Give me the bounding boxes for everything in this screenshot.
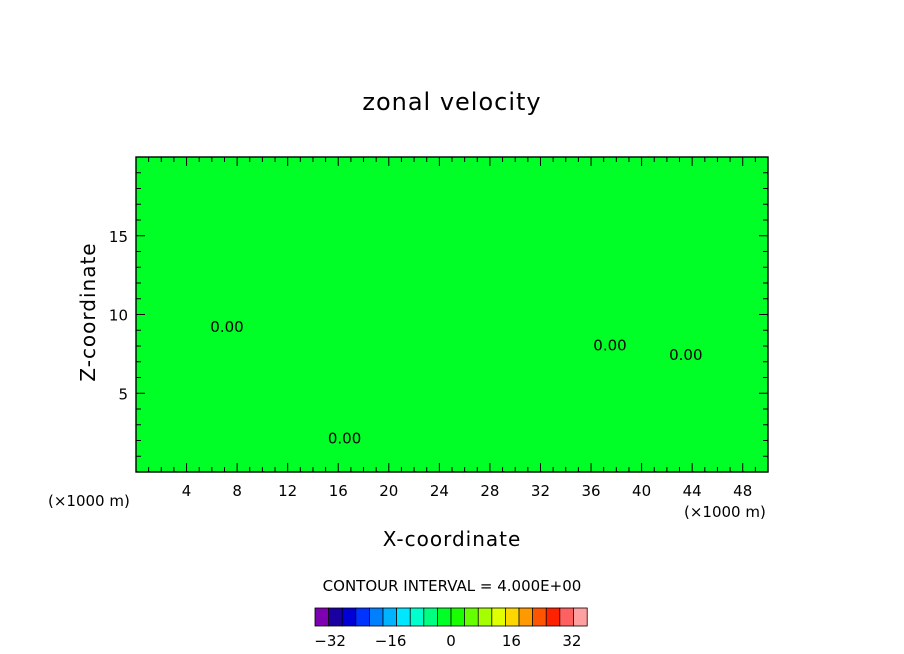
- field-background: [136, 157, 768, 472]
- colorbar-swatch: [368, 607, 384, 627]
- colorbar-swatch: [341, 607, 357, 627]
- colorbar-tick-label: −16: [375, 632, 407, 650]
- y-axis: 5 10 15: [109, 172, 768, 457]
- x-tick-label: 32: [531, 482, 550, 500]
- colorbar-swatch: [396, 607, 411, 627]
- x-tick-label: 20: [379, 482, 398, 500]
- colorbar-swatch: [573, 607, 588, 627]
- colorbar-tick-label: 0: [446, 632, 456, 650]
- x-tick-label: 24: [430, 482, 449, 500]
- colorbar-tick-label: 16: [502, 632, 521, 650]
- colorbar-swatch: [328, 607, 343, 627]
- colorbar-swatch: [409, 607, 425, 627]
- x-tick-label: 12: [278, 482, 297, 500]
- colorbar-swatch: [450, 607, 466, 627]
- y-axis-label: Z-coordinate: [76, 242, 100, 382]
- colorbar-swatch: [355, 607, 370, 627]
- x-tick-label: 16: [329, 482, 348, 500]
- colorbar-swatch: [491, 607, 506, 627]
- x-unit-label-left: (×1000 m): [48, 492, 130, 510]
- x-tick-label: 4: [182, 482, 192, 500]
- colorbar-swatch: [436, 607, 452, 627]
- x-unit-label-right: (×1000 m): [684, 503, 766, 521]
- colorbar-swatch: [314, 607, 330, 627]
- contour-interval-text: CONTOUR INTERVAL = 4.000E+00: [0, 577, 904, 595]
- colorbar-swatch: [477, 607, 493, 627]
- contour-label: 0.00: [328, 430, 361, 448]
- colorbar-tick-label: −32: [314, 632, 346, 650]
- colorbar: −32 −16 0 16 32: [314, 607, 588, 650]
- colorbar-swatch: [464, 607, 479, 627]
- x-tick-label: 36: [581, 482, 600, 500]
- colorbar-tick-label: 32: [562, 632, 581, 650]
- colorbar-swatch: [518, 607, 534, 627]
- chart-title: zonal velocity: [362, 88, 542, 116]
- colorbar-swatch: [504, 607, 520, 627]
- contour-label: 0.00: [669, 346, 702, 364]
- colorbar-swatch: [532, 607, 547, 627]
- x-tick-label: 40: [632, 482, 651, 500]
- x-tick-label: 44: [683, 482, 702, 500]
- y-tick-label: 10: [109, 307, 128, 325]
- x-tick-label: 8: [232, 482, 242, 500]
- y-tick-label: 5: [118, 385, 128, 403]
- contour-interval-value: CONTOUR INTERVAL = 4.000E+00: [322, 577, 582, 595]
- x-axis: 4 8 12 16 20 24 28 32 36 40 44 48: [148, 157, 756, 500]
- contour-label: 0.00: [210, 318, 243, 336]
- colorbar-swatch: [545, 607, 561, 627]
- x-tick-label: 28: [480, 482, 499, 500]
- x-axis-label: X-coordinate: [382, 527, 522, 551]
- colorbar-swatch: [423, 607, 438, 627]
- colorbar-swatch: [382, 607, 398, 627]
- colorbar-swatch: [559, 607, 574, 627]
- y-tick-label: 15: [109, 228, 128, 246]
- x-tick-label: 48: [733, 482, 752, 500]
- contour-label: 0.00: [593, 337, 626, 355]
